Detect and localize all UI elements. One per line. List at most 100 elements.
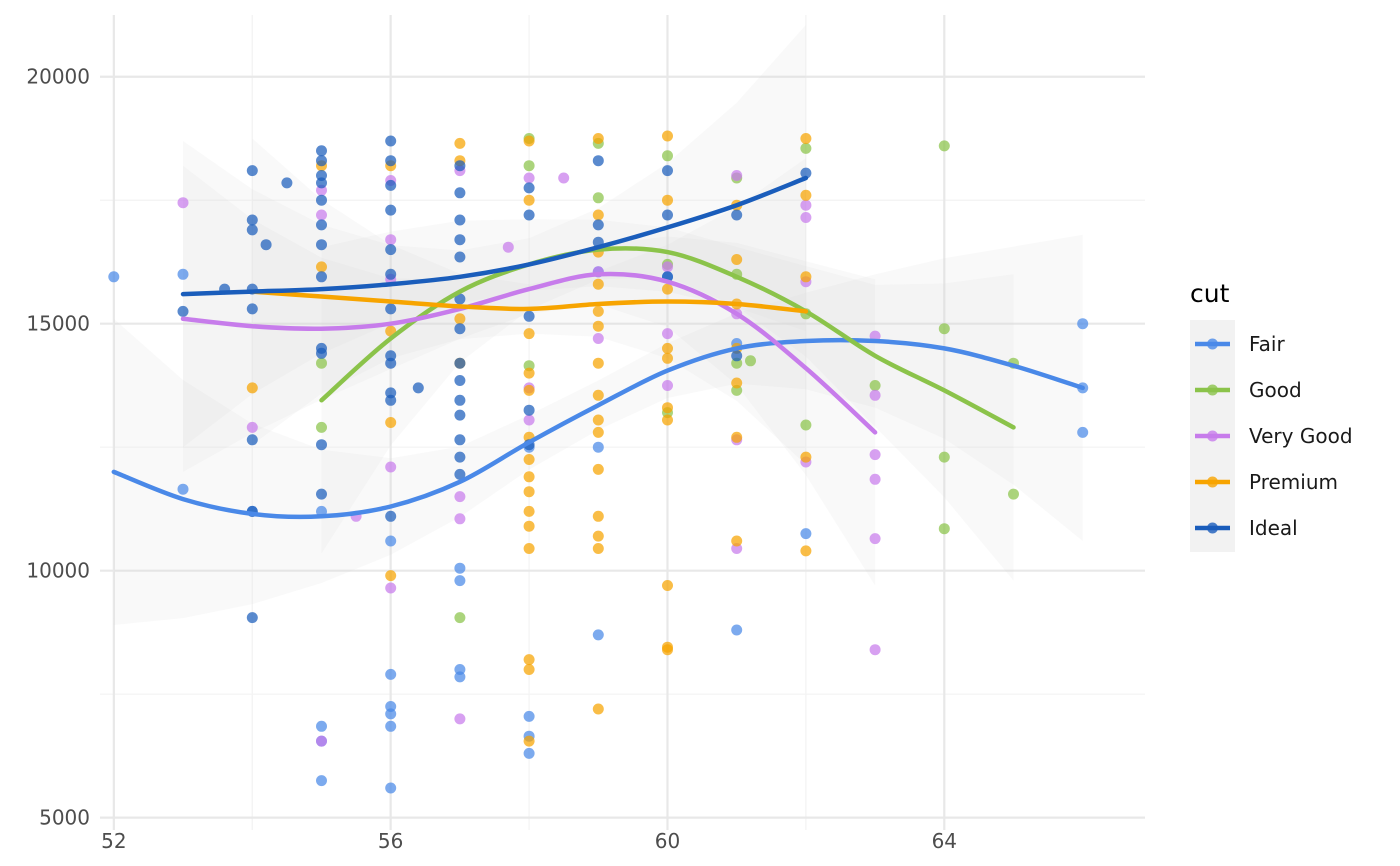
data-point-ideal	[454, 434, 466, 446]
data-point-premium	[523, 454, 535, 465]
data-point-very-good	[246, 421, 258, 433]
confidence-band-ideal	[183, 24, 806, 448]
data-point-ideal	[454, 214, 466, 226]
data-point-ideal	[385, 155, 397, 167]
data-point-premium	[385, 570, 397, 582]
data-point-fair	[454, 575, 466, 587]
plot-panel: 52 56 60 64 5000 10000 15000 20000	[26, 15, 1145, 853]
y-tick-label: 15000	[26, 312, 90, 336]
confidence-band-premium	[252, 138, 806, 465]
data-point-premium	[523, 654, 535, 666]
data-point-fair	[177, 268, 189, 280]
data-point-good	[938, 523, 950, 535]
data-point-premium	[662, 352, 673, 364]
data-point-ideal	[246, 224, 258, 236]
data-point-ideal	[800, 167, 812, 179]
data-point-ideal	[454, 394, 466, 406]
data-point-premium	[662, 130, 673, 142]
data-point-ideal	[454, 234, 466, 246]
y-tick-label: 10000	[26, 559, 90, 583]
data-point-fair	[523, 710, 535, 722]
data-point-ideal	[385, 244, 397, 256]
data-point-good	[316, 421, 327, 433]
data-point-ideal	[246, 165, 258, 177]
data-point-fair	[1077, 318, 1089, 330]
data-point-premium	[454, 313, 466, 325]
data-point-ideal	[454, 323, 466, 335]
data-point-very-good	[454, 491, 466, 503]
data-point-very-good	[869, 449, 881, 461]
data-point-ideal	[316, 271, 327, 283]
data-point-good	[662, 150, 673, 162]
data-point-ideal	[316, 488, 327, 500]
data-point-ideal	[523, 209, 535, 221]
legend-label-fair: Fair	[1249, 332, 1285, 356]
data-point-very-good	[385, 582, 397, 594]
legend-label-good: Good	[1249, 378, 1302, 402]
data-point-ideal	[316, 347, 327, 359]
data-point-premium	[523, 328, 535, 340]
data-point-good	[454, 612, 466, 624]
data-point-fair	[385, 668, 397, 680]
data-point-ideal	[385, 394, 397, 406]
data-point-ideal	[385, 303, 397, 315]
data-point-ideal	[385, 135, 397, 147]
data-point-ideal	[281, 177, 293, 189]
data-point-premium	[523, 194, 535, 206]
data-point-premium	[592, 543, 604, 554]
data-point-premium	[454, 137, 466, 149]
data-point-premium	[523, 384, 535, 396]
data-point-ideal	[523, 182, 535, 194]
x-tick-label: 64	[932, 829, 957, 853]
data-point-very-good	[592, 333, 604, 344]
data-point-good	[592, 192, 604, 204]
data-point-ideal	[523, 404, 535, 416]
smooth-line-very-good	[180, 271, 878, 435]
legend-title: cut	[1190, 279, 1230, 308]
data-point-very-good	[385, 461, 397, 473]
x-tick-label: 52	[101, 829, 126, 853]
data-point-premium	[662, 402, 673, 414]
data-point-premium	[523, 543, 535, 554]
data-point-very-good	[869, 644, 881, 656]
data-point-ideal	[385, 357, 397, 369]
legend-label-premium: Premium	[1249, 470, 1338, 494]
data-point-premium	[731, 254, 743, 265]
data-point-very-good	[869, 473, 881, 485]
data-point-fair	[385, 535, 397, 547]
data-point-ideal	[454, 187, 466, 199]
data-point-ideal	[454, 293, 466, 305]
data-point-premium	[592, 703, 604, 715]
data-point-ideal	[385, 510, 397, 522]
x-tick-label: 60	[655, 829, 680, 853]
confidence-band-very-good	[183, 165, 876, 586]
data-point-fair	[731, 624, 743, 636]
data-point-fair	[592, 629, 604, 641]
data-point-fair	[385, 782, 397, 794]
legend: cut Fair Good Very Good Premium Ideal	[1190, 279, 1353, 552]
data-point-fair	[316, 775, 327, 787]
data-point-fair	[385, 708, 397, 720]
data-point-premium	[523, 664, 535, 675]
y-tick-label: 20000	[26, 65, 90, 89]
data-point-premium	[523, 520, 535, 532]
data-point-good	[316, 357, 327, 369]
data-point-ideal	[316, 155, 327, 167]
data-point-good	[938, 140, 950, 152]
data-point-good	[869, 380, 881, 391]
data-point-ideal	[246, 434, 258, 446]
data-point-very-good	[454, 513, 466, 525]
data-point-premium	[731, 377, 743, 389]
data-point-premium	[592, 278, 604, 290]
data-point-ideal	[454, 451, 466, 463]
data-point-premium	[592, 209, 604, 221]
data-point-premium	[662, 414, 673, 426]
smooth-line-ideal	[180, 175, 809, 297]
data-point-ideal	[731, 209, 743, 221]
data-point-fair	[454, 671, 466, 683]
data-point-fair	[523, 747, 535, 759]
data-point-ideal	[662, 209, 673, 221]
legend-key-point-fair	[1207, 338, 1218, 350]
data-point-ideal	[662, 165, 673, 177]
data-point-fair	[177, 483, 189, 495]
